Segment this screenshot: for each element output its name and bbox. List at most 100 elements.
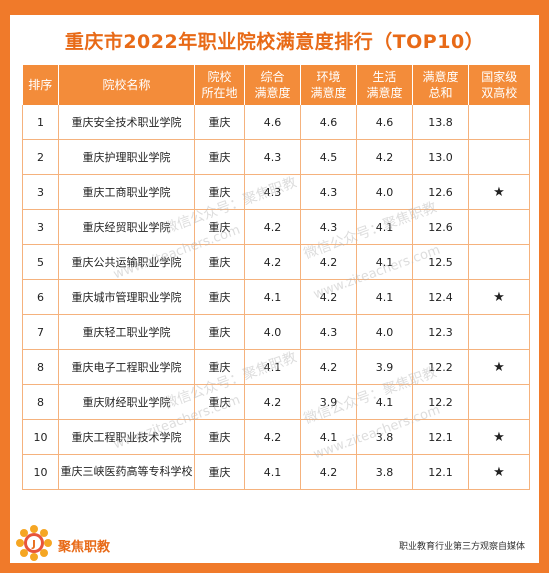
cell-life: 4.6 xyxy=(356,105,413,140)
cell-overall: 4.0 xyxy=(244,314,301,350)
cell-rank: 8 xyxy=(22,349,59,385)
cell-env: 4.2 xyxy=(300,349,357,385)
header-rank: 排序 xyxy=(22,65,59,105)
cell-total: 12.3 xyxy=(412,314,469,350)
cell-env: 4.2 xyxy=(300,454,357,490)
cell-city: 重庆 xyxy=(194,279,245,315)
cell-total: 12.2 xyxy=(412,384,469,420)
cell-star xyxy=(468,244,530,280)
cell-overall: 4.3 xyxy=(244,174,301,210)
cell-env: 4.3 xyxy=(300,314,357,350)
cell-rank: 3 xyxy=(22,209,59,245)
header-total: 满意度 总和 xyxy=(412,65,469,105)
cell-star: ★ xyxy=(468,174,530,210)
table-row: 10 重庆工程职业技术学院 重庆 4.2 4.1 3.8 12.1 ★ xyxy=(22,419,530,455)
cell-total: 12.6 xyxy=(412,174,469,210)
cell-star xyxy=(468,139,530,175)
cell-total: 12.2 xyxy=(412,349,469,385)
table-row: 3 重庆经贸职业学院 重庆 4.2 4.3 4.1 12.6 xyxy=(22,209,530,245)
table-header-row: 排序 院校名称 院校 所在地 综合 满意度 环境 满意度 生活 满意度 满意度 总和 国家… xyxy=(22,65,530,105)
cell-city: 重庆 xyxy=(194,244,245,280)
brand-logo-icon: J xyxy=(16,525,52,561)
header-env: 环境 满意度 xyxy=(300,65,357,105)
cell-city: 重庆 xyxy=(194,419,245,455)
cell-star xyxy=(468,105,530,140)
cell-total: 12.5 xyxy=(412,244,469,280)
header-city: 院校 所在地 xyxy=(194,65,245,105)
table-row: 7 重庆轻工职业学院 重庆 4.0 4.3 4.0 12.3 xyxy=(22,314,530,350)
cell-name: 重庆电子工程职业学院 xyxy=(58,349,195,385)
cell-life: 3.9 xyxy=(356,349,413,385)
cell-city: 重庆 xyxy=(194,384,245,420)
header-name: 院校名称 xyxy=(58,65,195,105)
cell-city: 重庆 xyxy=(194,349,245,385)
cell-life: 4.2 xyxy=(356,139,413,175)
cell-star: ★ xyxy=(468,419,530,455)
table-row: 3 重庆工商职业学院 重庆 4.3 4.3 4.0 12.6 ★ xyxy=(22,174,530,210)
cell-total: 13.0 xyxy=(412,139,469,175)
footer: J 聚焦职教 职业教育行业第三方观察自媒体 xyxy=(10,525,539,563)
ranking-table: 排序 院校名称 院校 所在地 综合 满意度 环境 满意度 生活 满意度 满意度 总和 国家… xyxy=(22,65,530,490)
cell-env: 4.1 xyxy=(300,419,357,455)
cell-overall: 4.2 xyxy=(244,384,301,420)
cell-life: 3.8 xyxy=(356,454,413,490)
cell-total: 12.6 xyxy=(412,209,469,245)
cell-total: 12.1 xyxy=(412,454,469,490)
cell-life: 4.1 xyxy=(356,209,413,245)
cell-rank: 1 xyxy=(22,105,59,140)
cell-overall: 4.1 xyxy=(244,454,301,490)
cell-name: 重庆护理职业学院 xyxy=(58,139,195,175)
cell-city: 重庆 xyxy=(194,105,245,140)
table-row: 5 重庆公共运输职业学院 重庆 4.2 4.2 4.1 12.5 xyxy=(22,244,530,280)
cell-life: 4.1 xyxy=(356,384,413,420)
cell-name: 重庆安全技术职业学院 xyxy=(58,105,195,140)
cell-overall: 4.6 xyxy=(244,105,301,140)
page-title: 重庆市2022年职业院校满意度排行（TOP10） xyxy=(64,31,485,53)
cell-life: 3.8 xyxy=(356,419,413,455)
cell-star xyxy=(468,209,530,245)
cell-star: ★ xyxy=(468,279,530,315)
cell-rank: 6 xyxy=(22,279,59,315)
logo-letter: J xyxy=(31,539,36,550)
cell-total: 12.1 xyxy=(412,419,469,455)
cell-overall: 4.2 xyxy=(244,209,301,245)
cell-life: 4.1 xyxy=(356,244,413,280)
cell-name: 重庆三峡医药高等专科学校 xyxy=(58,454,195,490)
cell-name: 重庆财经职业学院 xyxy=(58,384,195,420)
cell-star xyxy=(468,314,530,350)
cell-rank: 2 xyxy=(22,139,59,175)
cell-life: 4.0 xyxy=(356,174,413,210)
cell-city: 重庆 xyxy=(194,454,245,490)
cell-total: 12.4 xyxy=(412,279,469,315)
cell-rank: 7 xyxy=(22,314,59,350)
cell-star xyxy=(468,384,530,420)
brand-tagline: 职业教育行业第三方观察自媒体 xyxy=(398,542,525,552)
cell-env: 4.2 xyxy=(300,279,357,315)
cell-env: 4.3 xyxy=(300,174,357,210)
cell-overall: 4.3 xyxy=(244,139,301,175)
cell-rank: 10 xyxy=(22,454,59,490)
cell-rank: 5 xyxy=(22,244,59,280)
cell-env: 4.3 xyxy=(300,209,357,245)
cell-env: 4.6 xyxy=(300,105,357,140)
cell-city: 重庆 xyxy=(194,174,245,210)
cell-star: ★ xyxy=(468,454,530,490)
cell-city: 重庆 xyxy=(194,209,245,245)
cell-name: 重庆公共运输职业学院 xyxy=(58,244,195,280)
table-row: 2 重庆护理职业学院 重庆 4.3 4.5 4.2 13.0 xyxy=(22,139,530,175)
cell-name: 重庆工程职业技术学院 xyxy=(58,419,195,455)
cell-city: 重庆 xyxy=(194,314,245,350)
table-row: 1 重庆安全技术职业学院 重庆 4.6 4.6 4.6 13.8 xyxy=(22,105,530,140)
content-card: 重庆市2022年职业院校满意度排行（TOP10） 排序 院校名称 院校 所在地 综… xyxy=(10,15,539,563)
cell-env: 4.5 xyxy=(300,139,357,175)
cell-life: 4.0 xyxy=(356,314,413,350)
header-overall: 综合 满意度 xyxy=(244,65,301,105)
cell-rank: 10 xyxy=(22,419,59,455)
cell-name: 重庆经贸职业学院 xyxy=(58,209,195,245)
brand-name: 聚焦职教 xyxy=(58,540,111,555)
cell-name: 重庆城市管理职业学院 xyxy=(58,279,195,315)
cell-city: 重庆 xyxy=(194,139,245,175)
cell-overall: 4.2 xyxy=(244,244,301,280)
cell-rank: 8 xyxy=(22,384,59,420)
cell-total: 13.8 xyxy=(412,105,469,140)
